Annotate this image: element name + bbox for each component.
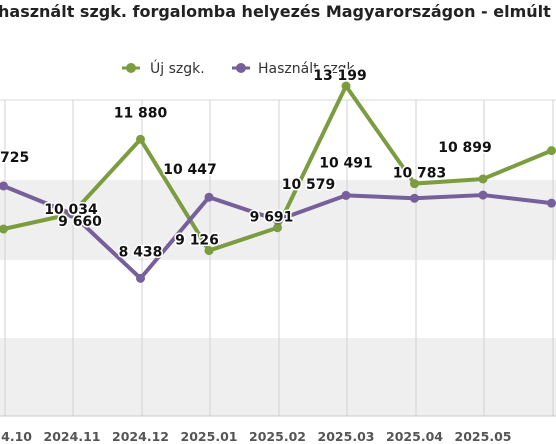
plot-band-3 xyxy=(0,338,556,416)
data-point-1-3[interactable] xyxy=(136,273,145,283)
data-point-0-4[interactable] xyxy=(204,246,214,256)
x-tick-labels: 2024.10 2024.11 2024.12 2025.01 2025.02 2025.… xyxy=(0,429,511,444)
x-tick-label-0: 2024.10 xyxy=(0,429,32,444)
data-point-1-8[interactable] xyxy=(478,190,488,200)
data-label-1-5: 10 579 xyxy=(282,177,336,193)
data-point-0-7[interactable] xyxy=(410,179,419,189)
data-label-0-2: 9 660 xyxy=(58,214,102,230)
legend-marker-1 xyxy=(236,63,246,73)
data-label-0-5: 9 691 xyxy=(250,210,294,226)
data-point-0-5[interactable] xyxy=(273,223,282,233)
legend-item-1[interactable]: Használt szgk. xyxy=(232,61,359,77)
x-tick-label-2: 2024.12 xyxy=(112,429,169,444)
data-point-1-6[interactable] xyxy=(341,190,351,200)
data-point-0-6[interactable] xyxy=(341,81,351,91)
data-label-0-4: 9 126 xyxy=(175,233,219,249)
x-tick-label-4: 2025.02 xyxy=(249,429,306,444)
x-tick-label-1: 2024.11 xyxy=(44,429,101,444)
legend-label-0: Új szgk. xyxy=(150,59,205,77)
x-tick-label-3: 2025.01 xyxy=(181,429,238,444)
x-tick-label-6: 2025.04 xyxy=(386,429,443,444)
data-point-1-2[interactable] xyxy=(67,209,77,219)
data-label-0-6: 13 199 xyxy=(313,68,367,84)
data-point-0-8[interactable] xyxy=(478,174,488,184)
legend-item-0[interactable]: Új szgk. xyxy=(122,59,205,77)
data-labels: 9 660 11 880 9 126 9 691 13 199 10 783 10 899 1… xyxy=(0,67,493,262)
series-lines xyxy=(0,81,556,283)
data-label-1-1: 10 725 xyxy=(0,150,29,166)
data-point-0-9[interactable] xyxy=(547,146,556,156)
data-point-1-5[interactable] xyxy=(273,215,282,225)
data-point-1-7[interactable] xyxy=(410,193,419,203)
x-tick-label-7: 2025.05 xyxy=(455,429,512,444)
series-line-1 xyxy=(0,183,554,281)
data-label-0-3: 11 880 xyxy=(114,105,168,121)
series-line-0 xyxy=(0,84,554,253)
data-point-0-3[interactable] xyxy=(136,134,145,144)
data-label-1-4: 10 447 xyxy=(163,162,217,178)
data-label-0-8: 10 899 xyxy=(438,140,492,156)
data-label-1-2: 10 034 xyxy=(44,202,98,218)
data-point-1-4[interactable] xyxy=(204,192,214,202)
plot-band-0 xyxy=(0,100,556,180)
data-point-1-1[interactable] xyxy=(0,181,8,191)
vertical-gridlines xyxy=(4,100,554,416)
x-tick-label-5: 2025.03 xyxy=(318,429,375,444)
legend-marker-0 xyxy=(126,63,136,73)
data-point-0-1[interactable] xyxy=(0,224,8,234)
data-label-1-3: 8 438 xyxy=(119,244,163,260)
plot-band-2 xyxy=(0,260,556,338)
legend-label-1: Használt szgk. xyxy=(258,61,359,77)
data-point-1-9[interactable] xyxy=(547,198,556,208)
data-label-0-7: 10 783 xyxy=(393,166,447,182)
data-label-1-6: 10 491 xyxy=(319,155,373,171)
chart-title: használt szgk. forgalomba helyezés Magya… xyxy=(0,2,556,21)
legend[interactable]: Új szgk. Használt szgk. xyxy=(122,59,359,77)
